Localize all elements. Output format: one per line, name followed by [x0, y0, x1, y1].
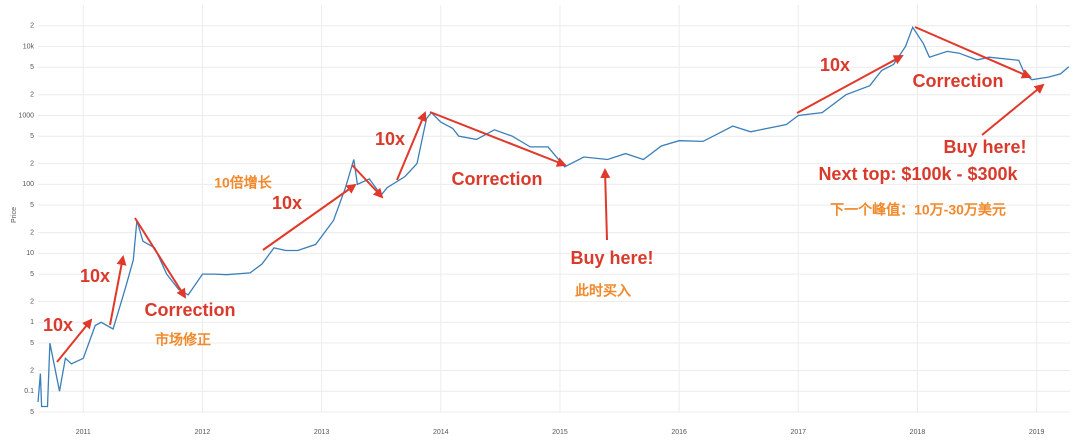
arrow	[134, 217, 187, 299]
arrow	[262, 183, 357, 251]
y-tick-label: 1	[30, 319, 34, 326]
y-tick-label: 2	[30, 92, 34, 99]
arrow	[396, 111, 427, 181]
annotation: Correction	[451, 169, 542, 189]
y-tick-label: 2	[30, 23, 34, 30]
arrow	[56, 318, 93, 363]
x-tick-label: 2015	[552, 429, 568, 436]
arrow	[600, 168, 611, 241]
arrow	[981, 83, 1045, 136]
arrow	[796, 55, 904, 114]
annotation: Buy here!	[570, 248, 653, 268]
x-tick-label: 2018	[910, 429, 926, 436]
annotation: Correction	[144, 300, 235, 320]
annotation: 此时买入	[575, 283, 631, 299]
annotation: Next top: $100k - $300k	[818, 164, 1018, 184]
x-tick-label: 2013	[314, 429, 330, 436]
y-tick-label: 1000	[18, 112, 34, 119]
annotation: 10倍增长	[214, 175, 273, 191]
y-tick-label: 2	[30, 298, 34, 305]
y-tick-label: 5	[30, 64, 34, 71]
arrow	[109, 255, 127, 326]
x-tick-label: 2017	[791, 429, 807, 436]
annotation: 10x	[820, 55, 850, 75]
x-tick-label: 2016	[671, 429, 687, 436]
annotation: Buy here!	[943, 137, 1026, 157]
annotation: 10x	[375, 129, 405, 149]
annotation: 10x	[272, 193, 302, 213]
y-tick-label: 2	[30, 367, 34, 374]
y-tick-label: 5	[30, 340, 34, 347]
y-tick-label: 5	[30, 202, 34, 209]
x-tick-label: 2012	[195, 429, 211, 436]
y-tick-label: 2	[30, 229, 34, 236]
annotation: 10x	[43, 315, 73, 335]
y-tick-label: 5	[30, 133, 34, 140]
arrow	[914, 26, 1032, 79]
y-tick-label: 2	[30, 160, 34, 167]
x-tick-label: 2011	[76, 429, 91, 436]
annotation: 下一个峰值：10万-30万美元	[830, 202, 1006, 218]
annotation: Correction	[912, 71, 1003, 91]
y-tick-label: 0.1	[24, 388, 34, 395]
x-tick-label: 2014	[433, 429, 449, 436]
y-tick-label: 10	[26, 250, 34, 257]
y-tick-label: 10k	[23, 43, 35, 50]
y-axis-label: Price	[11, 207, 18, 223]
y-tick-label: 100	[22, 181, 34, 188]
y-tick-label: 5	[30, 409, 34, 416]
arrow	[351, 164, 384, 199]
annotation: 市场修正	[155, 332, 211, 348]
arrow	[429, 111, 567, 167]
x-tick-label: 2019	[1029, 429, 1045, 436]
y-tick-label: 5	[30, 271, 34, 278]
annotation: 10x	[80, 266, 110, 286]
